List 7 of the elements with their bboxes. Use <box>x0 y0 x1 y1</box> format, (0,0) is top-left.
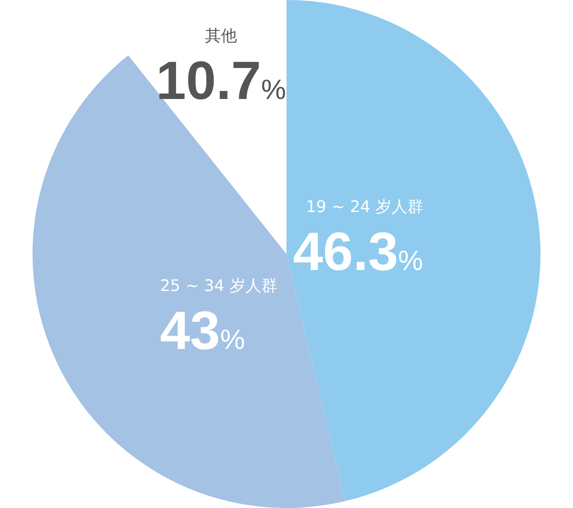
slice-label: 25 ~ 34 岁人群 <box>160 276 278 295</box>
data-label: 43% <box>160 301 245 361</box>
slice-label: 其他 <box>205 26 237 45</box>
slice-label: 19 ~ 24 岁人群 <box>306 197 424 216</box>
data-label: 10.7% <box>156 51 286 111</box>
data-label: 46.3% <box>293 222 424 282</box>
pie-slice <box>286 0 540 502</box>
